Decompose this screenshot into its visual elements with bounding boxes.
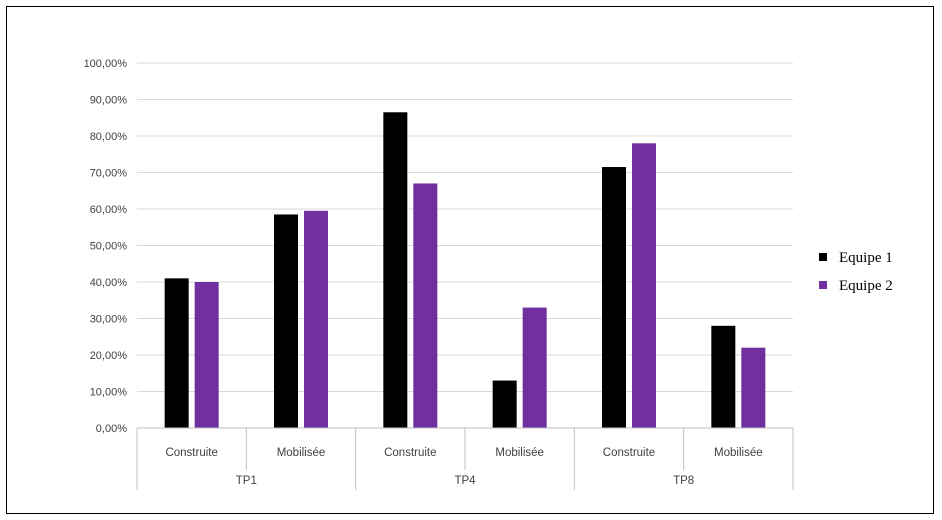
y-tick-label: 100,00% [84, 58, 128, 70]
bar-equipe-2 [632, 143, 656, 429]
y-tick-label: 80,00% [90, 131, 128, 143]
y-tick-label: 0,00% [96, 423, 127, 435]
y-tick-label: 50,00% [90, 241, 128, 253]
y-tick-label: 70,00% [90, 168, 128, 180]
legend-label: Equipe 2 [839, 278, 893, 294]
x-group-label: TP1 [236, 475, 257, 487]
bar-equipe-2 [741, 347, 766, 428]
y-tick-label: 60,00% [90, 204, 128, 216]
bar-equipe-2 [194, 282, 219, 428]
x-category-label: Mobilisée [495, 447, 544, 459]
x-category-label: Mobilisée [714, 447, 763, 459]
bar-equipe-1 [492, 380, 517, 428]
y-tick-label: 20,00% [90, 350, 128, 362]
legend: Equipe 1 Equipe 2 [819, 250, 893, 294]
x-group-label: TP4 [454, 475, 476, 487]
y-axis: 0,00% 10,00% 20,00% 30,00% 40,00% 50,00% 60,00… [84, 58, 128, 435]
bar-equipe-2 [413, 183, 438, 428]
x-category-label: Construite [603, 447, 655, 459]
y-tick-label: 40,00% [90, 277, 128, 289]
bar-equipe-1 [164, 278, 189, 428]
x-category-label: Construite [165, 447, 217, 459]
bar-equipe-1 [274, 214, 298, 428]
x-axis: Construite Mobilisée Construite Mobilisée Co… [136, 427, 794, 490]
bar-chart: 0,00% 10,00% 20,00% 30,00% 40,00% 50,00% 60,00… [84, 58, 893, 490]
bar-equipe-2 [522, 307, 547, 428]
legend-swatch [819, 253, 827, 261]
x-category-label: Construite [384, 447, 436, 459]
x-category-label: Mobilisée [277, 447, 326, 459]
bar-equipe-1 [383, 112, 408, 429]
bars [164, 112, 766, 429]
y-tick-label: 30,00% [90, 314, 128, 326]
chart-frame: 0,00% 10,00% 20,00% 30,00% 40,00% 50,00% 60,00… [6, 6, 934, 514]
bar-equipe-1 [602, 167, 626, 428]
y-tick-label: 10,00% [90, 387, 128, 399]
bar-equipe-2 [304, 210, 328, 428]
bar-equipe-1 [711, 325, 736, 428]
x-group-label: TP8 [673, 475, 694, 487]
y-tick-label: 90,00% [90, 95, 128, 107]
legend-swatch [819, 281, 827, 289]
legend-label: Equipe 1 [839, 250, 893, 266]
gridlines [137, 62, 793, 429]
